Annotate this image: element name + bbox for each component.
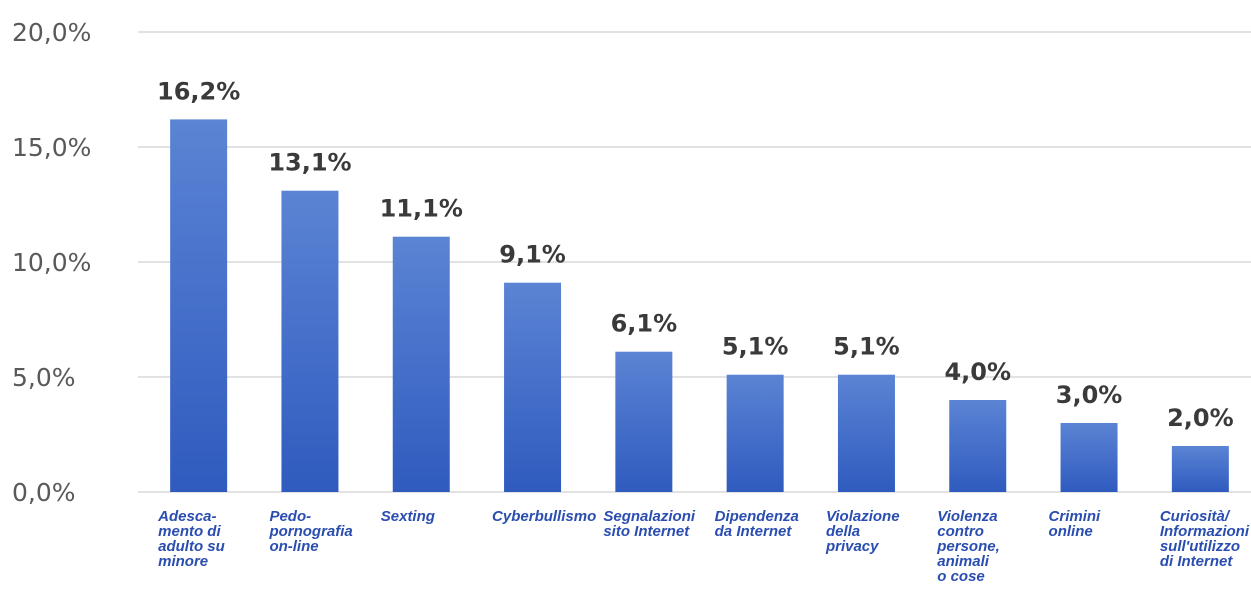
category-label-line: da Internet [715,523,793,540]
category-label: Pedo-pornografia on-line [268,508,352,555]
data-label: 11,1% [380,195,463,223]
y-tick-label: 0,0% [12,478,76,507]
category-label: Violazione della privacy [825,508,900,555]
y-tick-label: 10,0% [12,248,91,277]
data-label: 13,1% [268,149,351,177]
category-label: Segnalazioni sito Internet [603,508,696,540]
bar [393,237,450,492]
bar [281,191,338,492]
y-tick-label: 5,0% [12,363,76,392]
data-label: 6,1% [611,310,678,338]
category-label-line: o cose [937,568,985,585]
category-label-line: online [1049,523,1093,540]
bar [615,352,672,492]
bar [170,119,227,492]
y-axis-tick-labels: 0,0% 5,0% 10,0% 15,0% 20,0% [12,18,91,507]
category-label-line: Sexting [381,508,435,525]
bar [838,375,895,492]
category-label: Violenza contro persone, animali o cose [936,508,1000,585]
data-label: 16,2% [157,77,240,105]
data-label: 4,0% [944,358,1011,386]
data-label: 5,1% [833,333,900,361]
data-label: 2,0% [1167,404,1234,432]
category-label-line: di Internet [1160,553,1234,570]
data-label: 5,1% [722,333,789,361]
category-label: Adesca-mento di adulto su minore [157,508,225,570]
category-label-line: privacy [825,538,879,555]
category-label: Cyberbullismo [492,508,596,525]
data-label: 9,1% [499,241,566,269]
x-axis-category-labels: Adesca-mento di adulto su minore Pedo-porno… [157,508,1250,585]
y-tick-label: 15,0% [12,133,91,162]
bar [727,375,784,492]
category-label: Sexting [381,508,435,525]
category-label-line: on-line [269,538,318,555]
bar [1172,446,1229,492]
bar [504,283,561,492]
bar [949,400,1006,492]
y-tick-label: 20,0% [12,18,91,47]
data-label: 3,0% [1056,381,1123,409]
category-label: Dipendenza da Internet [715,508,799,540]
category-label-line: minore [158,553,208,570]
bar [1061,423,1118,492]
category-label-line: Cyberbullismo [492,508,596,525]
category-label-line: sito Internet [603,523,690,540]
category-label: Curiosità/Informazioni sull'utilizzo di In… [1160,508,1250,570]
category-label: Crimini online [1049,508,1102,540]
